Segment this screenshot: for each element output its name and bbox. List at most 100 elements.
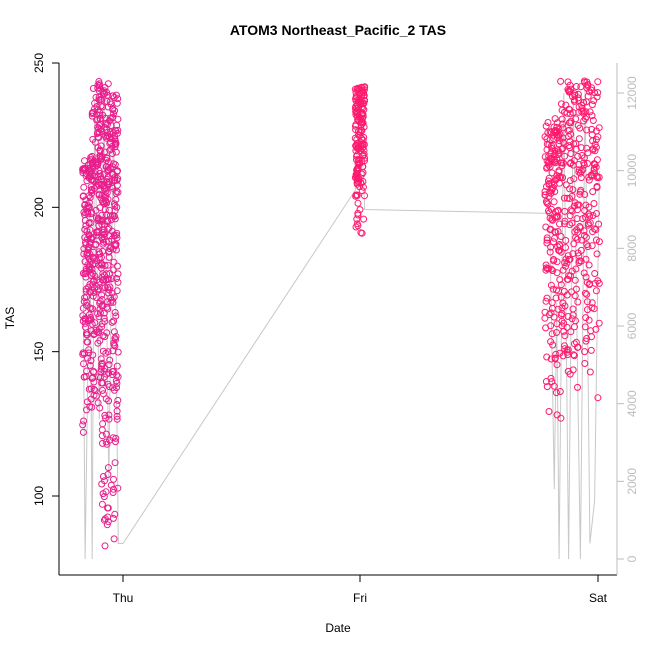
tas-point [112, 438, 119, 446]
y-tick-label: 250 [32, 53, 46, 73]
tas-point [89, 176, 97, 184]
tas-point [593, 210, 600, 217]
tas-point [547, 338, 555, 346]
tas-point [541, 153, 549, 161]
tas-point [100, 314, 108, 322]
tas-point [578, 152, 586, 159]
tas-point [547, 374, 555, 382]
tas-point [80, 183, 88, 191]
tas-point [89, 281, 97, 289]
tas-point [576, 223, 584, 230]
tas-point [114, 278, 122, 286]
tas-point [360, 215, 368, 223]
tas-point [110, 535, 118, 543]
tas-point [543, 234, 551, 242]
tas-point [109, 245, 117, 253]
y2-tick-label: 8000 [625, 235, 639, 262]
tas-point [110, 94, 118, 101]
tas-point [561, 152, 569, 160]
tas-point [551, 115, 559, 123]
tas-point [82, 285, 90, 293]
y2-tick-label: 0 [625, 555, 639, 562]
tas-point [545, 161, 553, 169]
tas-point [560, 327, 568, 335]
tas-point [86, 288, 94, 295]
tas-point [114, 175, 122, 183]
tas-point [87, 210, 95, 218]
tas-point [562, 237, 570, 244]
tas-point [108, 143, 116, 150]
tas-point [113, 187, 121, 195]
tas-point [563, 346, 571, 354]
tas-point [82, 209, 90, 217]
tas-point [561, 332, 569, 340]
tas-point [571, 228, 579, 236]
tas-point [590, 97, 598, 105]
tas-point [357, 119, 365, 127]
tas-point [105, 181, 112, 189]
y-tick-label: 100 [32, 486, 46, 506]
tas-point [550, 382, 558, 390]
tas-point [559, 159, 567, 167]
tas-point [553, 329, 560, 336]
tas-point [541, 314, 549, 322]
tas-point [577, 144, 585, 152]
tas-point [574, 152, 582, 160]
tas-point [107, 481, 115, 489]
tas-point [559, 266, 567, 274]
tas-point [352, 223, 360, 231]
tas-point [109, 170, 117, 178]
tas-point [100, 182, 108, 190]
tas-point [94, 310, 102, 318]
chart-title: ATOM3 Northeast_Pacific_2 TAS [230, 22, 446, 38]
tas-point [101, 317, 109, 325]
tas-point [561, 207, 569, 215]
tas-point [98, 211, 106, 219]
tas-point [550, 257, 558, 265]
tas-point [104, 504, 112, 512]
tas-point [557, 414, 565, 422]
tas-point [575, 201, 583, 209]
tas-point [358, 127, 366, 135]
tas-point [589, 212, 597, 219]
tas-point [81, 315, 89, 323]
tas-point [94, 133, 102, 141]
tas-point [547, 243, 555, 251]
tas-point [86, 362, 94, 369]
tas-point [99, 270, 107, 278]
tas-point [583, 335, 591, 342]
tas-point [111, 510, 119, 518]
tas-point [113, 275, 121, 282]
tas-point [547, 129, 555, 136]
tas-point [559, 138, 567, 146]
tas-point [569, 250, 577, 258]
tas-point [559, 124, 567, 132]
tas-point [549, 267, 557, 275]
tas-point [583, 78, 591, 86]
tas-point [585, 281, 593, 289]
tas-point [543, 135, 551, 143]
tas-point [110, 160, 117, 168]
tas-point [103, 189, 111, 197]
tas-point [87, 385, 95, 393]
tas-point [588, 125, 596, 133]
altitude-line [82, 89, 600, 560]
tas-point [104, 471, 112, 478]
tas-point [355, 98, 363, 106]
tas-point [569, 186, 577, 194]
tas-point [584, 92, 592, 100]
tas-point [113, 412, 121, 420]
tas-point [103, 329, 111, 337]
tas-point [545, 265, 553, 273]
tas-point [581, 289, 589, 297]
tas-point [356, 86, 364, 93]
tas-point [553, 269, 561, 277]
tas-point [580, 110, 588, 117]
tas-point [565, 272, 573, 280]
tas-point [94, 173, 102, 181]
tas-point [101, 333, 109, 341]
tas-point [80, 360, 87, 368]
y-ticks: 100 150 200 250 [32, 53, 59, 506]
tas-point [545, 408, 553, 415]
tas-point [552, 389, 560, 397]
